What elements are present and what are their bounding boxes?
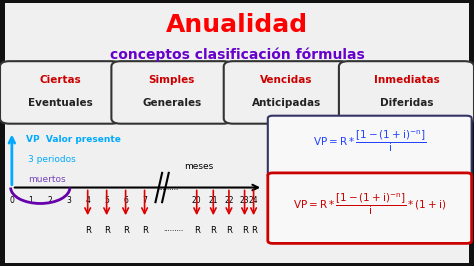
Text: R: R (226, 226, 232, 235)
Text: Eventuales: Eventuales (28, 98, 93, 107)
Text: R: R (210, 226, 216, 235)
FancyBboxPatch shape (268, 116, 472, 178)
FancyBboxPatch shape (111, 61, 232, 124)
Text: 5: 5 (104, 196, 109, 205)
Text: 3: 3 (66, 196, 71, 205)
Text: Anualidad: Anualidad (166, 13, 308, 37)
Text: R: R (194, 226, 200, 235)
Text: 0: 0 (9, 196, 14, 205)
Text: Diferidas: Diferidas (380, 98, 433, 107)
Text: 1: 1 (28, 196, 33, 205)
Text: VP  Valor presente: VP Valor presente (26, 135, 121, 144)
Text: R: R (123, 226, 128, 235)
Text: $\mathdefault{VP = R * \dfrac{[1-(1+i)^{-n}]}{i}}$: $\mathdefault{VP = R * \dfrac{[1-(1+i)^{… (313, 129, 427, 155)
Text: 22: 22 (224, 196, 234, 205)
Text: 4: 4 (85, 196, 90, 205)
FancyBboxPatch shape (268, 173, 472, 243)
Text: R: R (251, 226, 256, 235)
Text: Simples: Simples (149, 75, 195, 85)
FancyBboxPatch shape (224, 61, 349, 124)
Text: .........: ......... (163, 226, 183, 232)
Text: 7: 7 (142, 196, 147, 205)
Text: 20: 20 (192, 196, 201, 205)
Text: Inmediatas: Inmediatas (374, 75, 439, 85)
Text: Generales: Generales (142, 98, 201, 107)
Text: muertos: muertos (28, 174, 66, 184)
Text: R: R (242, 226, 247, 235)
Text: 23: 23 (240, 196, 249, 205)
Text: Ciertas: Ciertas (39, 75, 82, 85)
Text: 2: 2 (47, 196, 52, 205)
FancyBboxPatch shape (0, 61, 121, 124)
Text: conceptos clasificación fórmulas: conceptos clasificación fórmulas (109, 47, 365, 62)
Text: Vencidas: Vencidas (260, 75, 313, 85)
FancyBboxPatch shape (339, 61, 474, 124)
FancyBboxPatch shape (5, 3, 469, 263)
Text: R: R (104, 226, 109, 235)
Text: 24: 24 (249, 196, 258, 205)
Text: Anticipadas: Anticipadas (252, 98, 321, 107)
Text: R: R (142, 226, 147, 235)
Text: meses: meses (184, 162, 214, 171)
Text: 6: 6 (123, 196, 128, 205)
Text: 3 periodos: 3 periodos (28, 155, 76, 164)
Text: R: R (85, 226, 91, 235)
Text: 21: 21 (209, 196, 218, 205)
Text: $\mathdefault{VP = R * \dfrac{[1-(1+i)^{-n}]}{i} * (1+i)}$: $\mathdefault{VP = R * \dfrac{[1-(1+i)^{… (293, 191, 447, 217)
Text: .........: ......... (158, 185, 178, 190)
